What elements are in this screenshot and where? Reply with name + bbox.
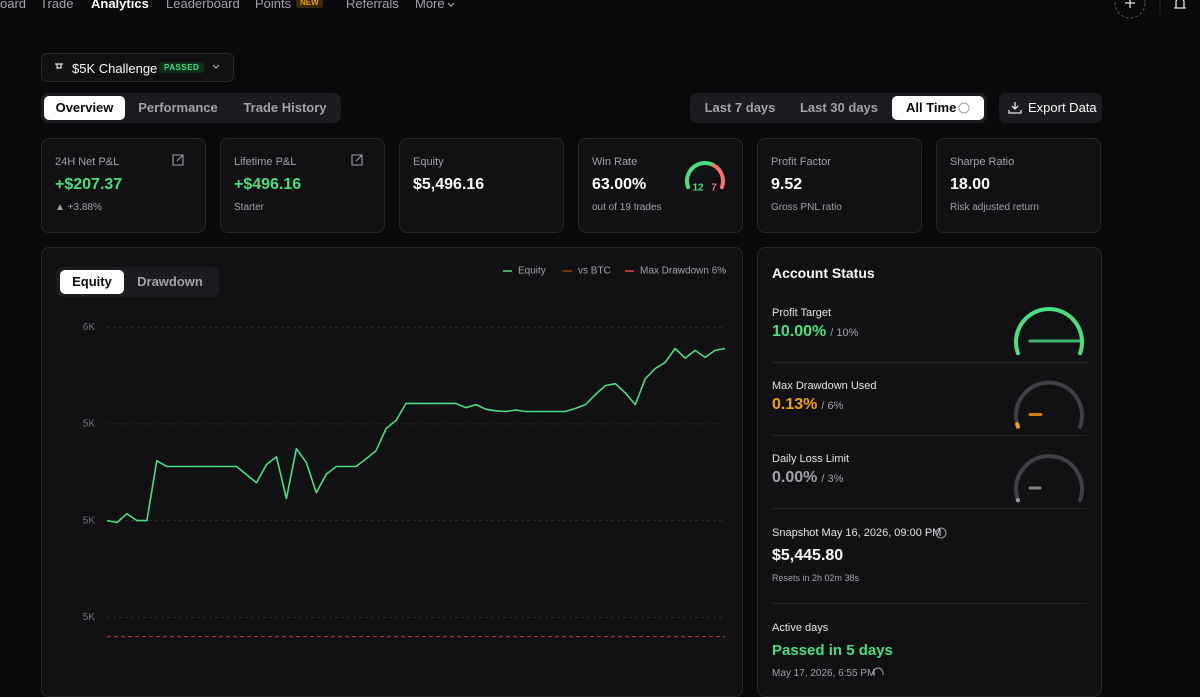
active-days-sub: May 17, 2026, 6:55 PM: [772, 668, 875, 679]
row-label: Profit Target: [772, 307, 831, 319]
challenge-name: $5K Challenge: [72, 61, 157, 76]
add-button-icon: [1115, 0, 1145, 18]
stat-value: 18.00: [950, 176, 990, 194]
stat-label: Win Rate: [592, 156, 637, 168]
row-separator: [772, 508, 1087, 509]
export-label: Export Data: [1028, 100, 1097, 115]
stat-label: 24H Net P&L: [55, 156, 119, 168]
time-range[interactable]: Last 7 days: [694, 96, 786, 120]
row-limit: / 3%: [821, 473, 843, 485]
snapshot-value: $5,445.80: [772, 547, 843, 565]
page: body { margin: 0; width: 1200px; height:…: [0, 0, 1200, 675]
row-separator: [772, 362, 1087, 363]
row-value-group: 0.13% / 6%: [772, 396, 843, 414]
nav-item[interactable]: Points: [255, 0, 291, 11]
nav-item[interactable]: Trade: [40, 0, 73, 11]
plus-icon: [1125, 0, 1135, 8]
new-badge: NEW: [296, 0, 323, 8]
tab[interactable]: Overview: [44, 96, 125, 120]
chevron-icon: [448, 3, 454, 6]
account-status-panel: Account Status Profit Target 10.00% / 10% Ma…: [757, 247, 1102, 697]
nav-item[interactable]: oard: [0, 0, 26, 11]
account-status-title: Account Status: [772, 265, 875, 281]
tab[interactable]: Performance: [127, 96, 229, 120]
active-days-value: Passed in 5 days: [772, 642, 893, 659]
stat-sub: Gross PNL ratio: [771, 202, 842, 213]
tab[interactable]: Trade History: [232, 96, 338, 120]
nav-item[interactable]: Referrals: [346, 0, 399, 11]
stat-value: +$496.16: [234, 176, 301, 194]
row-label: Daily Loss Limit: [772, 453, 849, 465]
status-badge: PASSED: [159, 62, 204, 73]
stat-label: Equity: [413, 156, 444, 168]
row-value-group: 0.00% / 3%: [772, 469, 843, 487]
chart-toggle-option[interactable]: Drawdown: [126, 270, 214, 294]
stat-label: Lifetime P&L: [234, 156, 296, 168]
chart-toggle-option[interactable]: Equity: [60, 270, 124, 294]
stat-sub: Starter: [234, 202, 264, 213]
row-label: Max Drawdown Used: [772, 380, 877, 392]
stat-card: Profit Factor 9.52 Gross PNL ratio: [757, 138, 922, 233]
row-value: 0.13%: [772, 396, 817, 413]
row-separator: [772, 435, 1087, 436]
time-range[interactable]: Last 30 days: [788, 96, 890, 120]
stat-sub: out of 19 trades: [592, 202, 662, 213]
stat-card: Equity $5,496.16: [399, 138, 564, 233]
nav-item[interactable]: More: [415, 0, 445, 11]
stat-label: Sharpe Ratio: [950, 156, 1014, 168]
row-limit: / 10%: [830, 327, 858, 339]
row-separator: [772, 603, 1087, 604]
app: { "nav": {"items": ["oard", "Trade", "An…: [0, 0, 1200, 675]
time-range[interactable]: All Time: [892, 96, 984, 120]
stat-sub: Risk adjusted return: [950, 202, 1039, 213]
bell-icon: [1174, 0, 1186, 8]
stat-sub: ▲ +3.88%: [55, 202, 102, 213]
row-limit: / 6%: [821, 400, 843, 412]
stat-card: 24H Net P&L +$207.37 ▲ +3.88%: [41, 138, 206, 233]
stat-value: +$207.37: [55, 176, 122, 194]
export-button[interactable]: Export Data: [999, 93, 1102, 123]
nav-item[interactable]: Analytics: [91, 0, 149, 11]
stat-card: Lifetime P&L +$496.16 Starter: [220, 138, 385, 233]
stat-value: 63.00%: [592, 176, 646, 194]
row-value: 10.00%: [772, 323, 826, 340]
stat-value: 9.52: [771, 176, 802, 194]
stat-card: Win Rate 63.00% out of 19 trades: [578, 138, 743, 233]
stat-card: Sharpe Ratio 18.00 Risk adjusted return: [936, 138, 1101, 233]
row-value-group: 10.00% / 10%: [772, 323, 858, 341]
nav-item[interactable]: Leaderboard: [166, 0, 240, 11]
stat-value: $5,496.16: [413, 176, 484, 194]
active-days-label: Active days: [772, 622, 828, 634]
row-value: 0.00%: [772, 469, 817, 486]
snapshot-label: Snapshot May 16, 2026, 09:00 PM: [772, 527, 941, 539]
snapshot-sub: Resets in 2h 02m 38s: [772, 573, 859, 583]
stat-label: Profit Factor: [771, 156, 831, 168]
